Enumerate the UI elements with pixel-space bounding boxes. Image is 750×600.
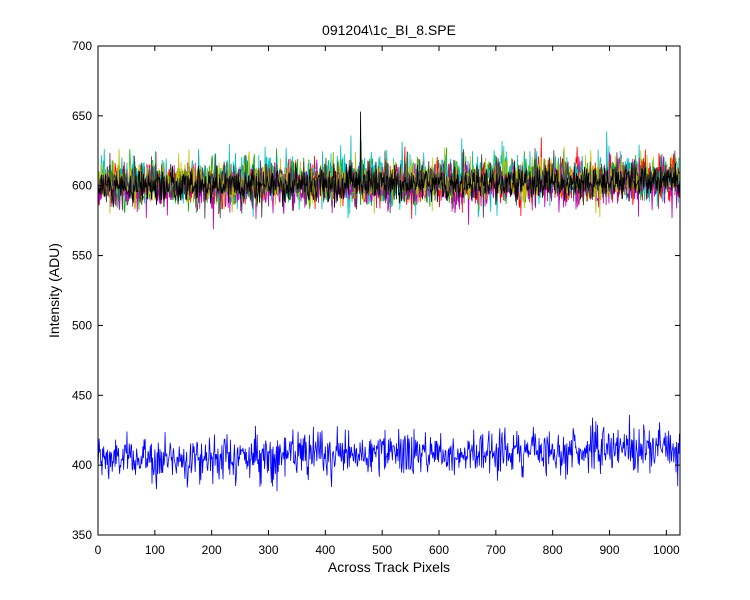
y-tick-label: 700 [72,39,92,53]
x-tick-label: 200 [202,543,222,557]
x-tick-label: 600 [429,543,449,557]
y-axis-ticks: 350 400 450 500 550 600 650 700 [72,39,680,542]
x-tick-label: 100 [145,543,165,557]
y-tick-label: 550 [72,249,92,263]
x-tick-label: 400 [315,543,335,557]
y-tick-label: 400 [72,458,92,472]
series-layer [97,111,680,492]
chart-title: 091204\1c_BI_8.SPE [322,22,456,38]
x-tick-label: 0 [95,543,102,557]
y-tick-label: 450 [72,388,92,402]
plot-frame [97,45,681,536]
y-axis-label: Intensity (ADU) [46,243,62,338]
x-tick-label: 300 [258,543,278,557]
y-tick-label: 650 [72,109,92,123]
y-tick-label: 500 [72,318,92,332]
y-tick-label: 600 [72,179,92,193]
x-tick-label: 1000 [653,543,680,557]
x-tick-label: 800 [543,543,563,557]
series-line-1 [97,414,680,492]
x-axis-label: Across Track Pixels [328,559,450,575]
series-line-8 [97,111,680,208]
x-axis-ticks: 0 100 200 300 400 500 600 700 800 900 1000 [95,46,680,557]
x-tick-label: 500 [372,543,392,557]
x-tick-label: 700 [486,543,506,557]
y-tick-label: 350 [72,528,92,542]
x-tick-label: 900 [600,543,620,557]
